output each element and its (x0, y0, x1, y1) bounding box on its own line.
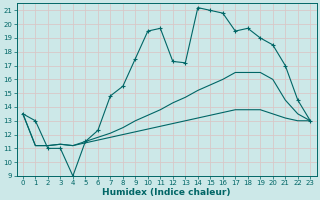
X-axis label: Humidex (Indice chaleur): Humidex (Indice chaleur) (102, 188, 231, 197)
